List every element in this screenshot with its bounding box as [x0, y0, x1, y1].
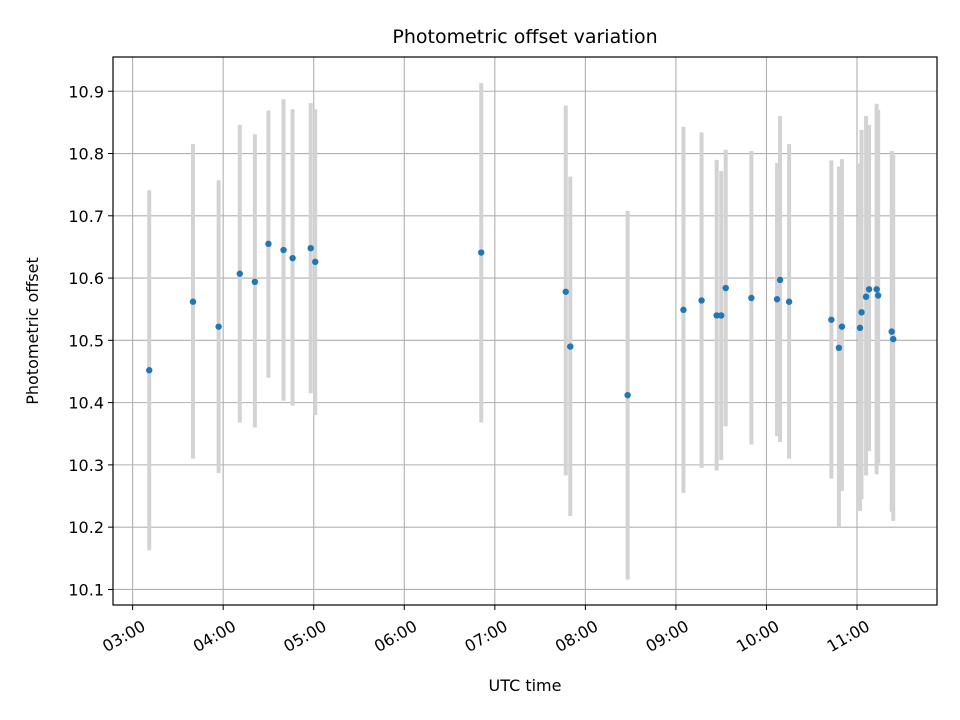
data-point [838, 323, 846, 330]
data-point [722, 284, 729, 292]
data-point [888, 328, 895, 335]
y-axis-label: Photometric offset [23, 257, 42, 405]
x-tick-label: 11:00 [824, 616, 873, 656]
data-point [858, 309, 865, 316]
data-point [773, 296, 781, 303]
data-point [828, 316, 835, 323]
data-point [874, 292, 882, 299]
x-tick-label: 10:00 [733, 616, 782, 656]
data-point [478, 249, 485, 256]
y-tick-label: 10.7 [68, 207, 104, 226]
data-point [567, 343, 574, 350]
x-tick-label: 05:00 [280, 616, 329, 656]
x-tick-label: 06:00 [371, 616, 420, 656]
y-tick-label: 10.4 [68, 394, 104, 413]
x-tick-label: 09:00 [642, 616, 691, 656]
data-point [698, 297, 705, 304]
y-axis-ticks: 10.1 10.2 10.3 10.4 10.5 10.6 10.7 10.8 10.9 [68, 82, 113, 599]
x-axis-ticks: 03:00 04:00 05:00 06:00 07:00 08:00 09:00 10:00… [99, 605, 873, 656]
data-point [562, 288, 569, 295]
data-point [776, 276, 784, 284]
data-point [215, 323, 222, 330]
x-axis-label: UTC time [489, 676, 562, 695]
y-tick-label: 10.3 [68, 456, 104, 475]
data-point [890, 335, 897, 343]
data-point [289, 254, 296, 262]
data-point [624, 391, 631, 399]
data-point [312, 258, 319, 266]
data-point [680, 306, 687, 314]
data-point [265, 240, 272, 248]
y-tick-label: 10.1 [68, 580, 104, 599]
y-tick-label: 10.8 [68, 145, 104, 164]
data-point [236, 270, 243, 277]
y-tick-label: 10.5 [68, 331, 104, 350]
x-tick-label: 08:00 [552, 616, 601, 656]
error-bars [147, 83, 896, 580]
data-point [717, 312, 725, 319]
data-point [835, 344, 843, 352]
data-point [713, 312, 720, 319]
plot-frame [112, 56, 938, 606]
x-tick-label: 03:00 [99, 616, 148, 656]
data-point [865, 286, 873, 293]
chart-title: Photometric offset variation [392, 26, 657, 48]
y-tick-label: 10.6 [68, 269, 104, 288]
data-point [748, 294, 755, 302]
data-point [873, 286, 880, 293]
data-points [146, 240, 897, 399]
y-tick-label: 10.2 [68, 518, 104, 537]
data-point [251, 278, 259, 286]
data-point [146, 367, 153, 374]
data-point [307, 244, 314, 252]
data-point [280, 246, 287, 254]
data-point [856, 324, 864, 332]
data-point [785, 298, 793, 305]
data-point [862, 293, 870, 300]
data-point [189, 298, 197, 305]
y-tick-label: 10.9 [68, 82, 104, 101]
x-tick-label: 04:00 [190, 616, 239, 656]
x-tick-label: 07:00 [461, 616, 510, 656]
grid-lines [113, 57, 937, 605]
